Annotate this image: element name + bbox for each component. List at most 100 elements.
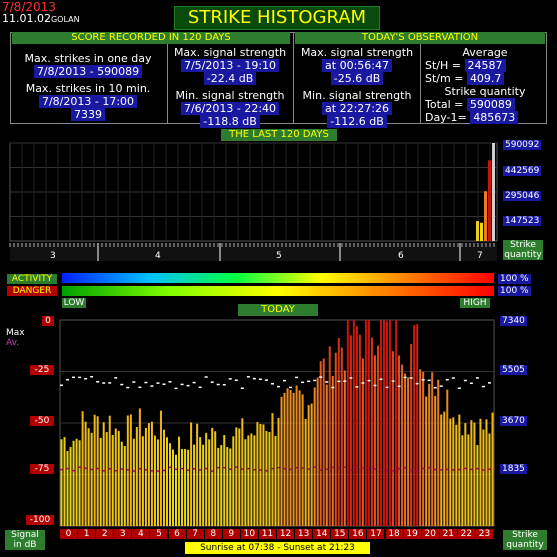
hour-label: 16 bbox=[349, 529, 367, 539]
ten-minute-bar bbox=[66, 451, 69, 526]
avg-signal-mark bbox=[385, 470, 389, 472]
ten-minute-bar bbox=[247, 435, 250, 526]
ten-minute-bar bbox=[467, 434, 470, 526]
max-signal-mark bbox=[445, 379, 449, 381]
ten-minute-bar bbox=[184, 449, 187, 526]
sun-times: Sunrise at 07:38 - Sunset at 21:23 bbox=[185, 542, 370, 554]
ten-minute-bar bbox=[111, 434, 114, 526]
hour-label: 3 bbox=[114, 529, 132, 539]
avg-signal-mark bbox=[162, 469, 166, 472]
today-max-signal-time: at 00:56:47 bbox=[322, 59, 392, 72]
today-max-signal-label: Max. signal strength bbox=[300, 46, 414, 59]
quantity-tick-label: 7340 bbox=[500, 316, 527, 326]
max-signal-mark bbox=[319, 376, 323, 378]
stm-value: 409.7 bbox=[466, 72, 505, 85]
avg-signal-mark bbox=[481, 469, 485, 471]
avg-signal-mark bbox=[222, 466, 226, 469]
max-signal-mark bbox=[325, 381, 329, 383]
max-signal-mark bbox=[283, 379, 287, 382]
max-signal-mark bbox=[385, 386, 389, 389]
avg-signal-mark bbox=[90, 468, 94, 471]
ten-minute-bar bbox=[437, 379, 440, 526]
ten-minute-bar bbox=[382, 320, 385, 526]
ten-minute-bar bbox=[81, 411, 84, 526]
max-signal-mark bbox=[355, 386, 359, 388]
hour-label: 22 bbox=[457, 529, 475, 539]
hour-label: 13 bbox=[295, 529, 313, 539]
avg-signal-mark bbox=[258, 469, 262, 471]
avg-signal-mark bbox=[78, 466, 82, 469]
ten-minute-bar bbox=[340, 347, 343, 526]
ten-minute-bar bbox=[295, 385, 298, 526]
max-signal-mark bbox=[457, 387, 461, 390]
ten-minute-bar bbox=[386, 321, 389, 526]
sth-value: 24587 bbox=[464, 59, 506, 72]
ten-minute-bar bbox=[298, 390, 301, 526]
signal-tick-label: -75 bbox=[30, 464, 54, 474]
avg-signal-mark bbox=[409, 469, 413, 471]
hour-label: 6 bbox=[168, 529, 186, 539]
hour-label: 17 bbox=[367, 529, 385, 539]
avg-signal-mark bbox=[325, 468, 329, 471]
day1-value: 485673 bbox=[470, 111, 519, 124]
min-signal-value: -118.8 dB bbox=[200, 115, 260, 128]
avg-signal-mark bbox=[174, 468, 178, 471]
max-signal-label: Max. signal strength bbox=[173, 46, 287, 59]
avg-signal-mark bbox=[168, 466, 172, 469]
total-value: 590089 bbox=[466, 98, 515, 111]
avg-signal-mark bbox=[319, 469, 323, 471]
max-signal-mark bbox=[481, 385, 485, 388]
today-strike-label-1: Strike bbox=[512, 530, 538, 540]
day-bar bbox=[480, 222, 483, 241]
hour-label: 9 bbox=[222, 529, 240, 539]
ten-minute-bar bbox=[144, 427, 147, 526]
max-signal-mark bbox=[277, 385, 280, 388]
today-title: TODAY bbox=[238, 304, 318, 316]
ten-minute-bar bbox=[268, 432, 271, 526]
y-tick-label: 295046 bbox=[503, 191, 542, 201]
max-signal-mark bbox=[397, 385, 401, 388]
min-signal-label: Min. signal strength bbox=[175, 89, 285, 102]
ten-minute-bar bbox=[217, 447, 220, 526]
avg-signal-mark bbox=[228, 468, 232, 470]
avg-signal-mark bbox=[144, 469, 148, 471]
ten-minute-bar bbox=[93, 414, 96, 526]
avg-signal-mark bbox=[114, 469, 118, 472]
max-signal-date: 7/5/2013 - 19:10 bbox=[180, 59, 280, 72]
ten-minute-bar bbox=[162, 429, 165, 526]
ten-minute-bar bbox=[389, 320, 392, 526]
divider bbox=[420, 32, 421, 124]
ten-minute-bar bbox=[87, 428, 90, 526]
ten-minute-bar bbox=[407, 377, 410, 526]
score-header: SCORE RECORDED IN 120 DAYS bbox=[12, 32, 290, 44]
ten-minute-bar bbox=[159, 410, 162, 526]
hour-label: 4 bbox=[132, 529, 150, 539]
ten-minute-bar bbox=[78, 440, 81, 526]
quantity-label: Strike quantity bbox=[444, 85, 526, 98]
month-strip bbox=[10, 243, 497, 261]
hour-label: 21 bbox=[439, 529, 457, 539]
ten-minute-bar bbox=[205, 432, 208, 526]
ten-minute-bar bbox=[425, 396, 428, 526]
max-signal-value: -22.4 dB bbox=[203, 72, 257, 85]
date-label: 7/8/2013 bbox=[2, 0, 56, 14]
ten-minute-bar bbox=[193, 444, 196, 526]
ten-minute-bar bbox=[96, 416, 99, 526]
avg-signal-mark bbox=[427, 466, 431, 469]
avg-signal-mark bbox=[138, 467, 142, 470]
day-bar bbox=[484, 191, 487, 241]
month-label: 7 bbox=[477, 251, 483, 261]
max-10min-date: 7/8/2013 - 17:00 bbox=[38, 95, 138, 108]
ten-minute-bar bbox=[458, 414, 461, 526]
avg-signal-mark bbox=[451, 469, 455, 471]
max-signal-mark bbox=[433, 386, 437, 389]
ten-minute-bar bbox=[476, 445, 479, 526]
strike-label-2: quantity bbox=[504, 250, 542, 260]
score-col-2: Max. signal strength 7/5/2013 - 19:10 -2… bbox=[168, 46, 292, 128]
hour-label: 19 bbox=[403, 529, 421, 539]
ten-minute-bar bbox=[69, 447, 72, 526]
ten-minute-bar bbox=[229, 448, 232, 526]
ten-minute-bar bbox=[178, 436, 181, 526]
avg-signal-mark bbox=[367, 467, 371, 469]
divider bbox=[167, 32, 168, 124]
